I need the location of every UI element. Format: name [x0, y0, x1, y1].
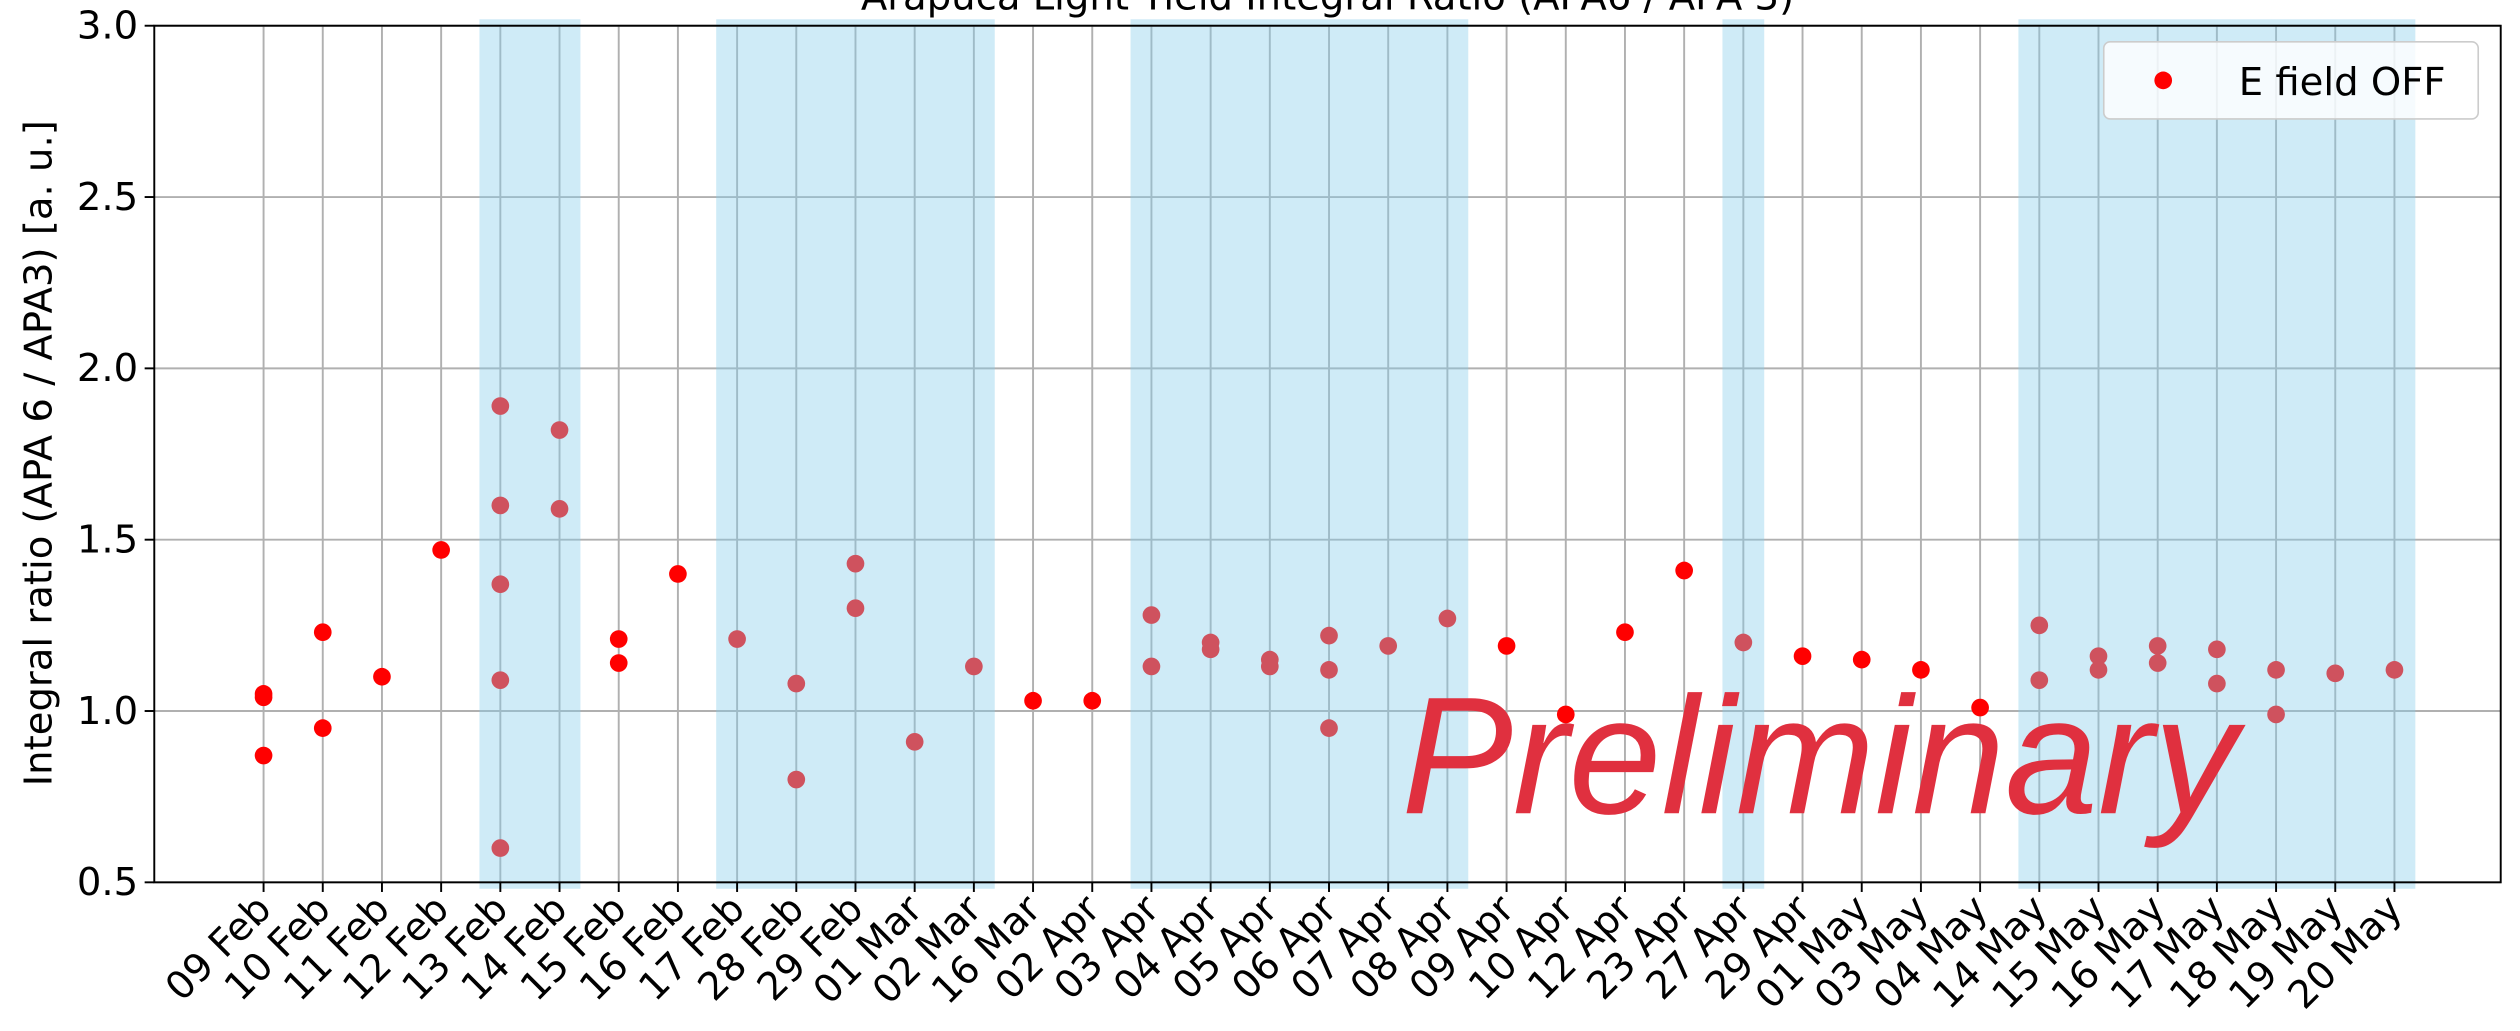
point: [1320, 719, 1338, 737]
point: [728, 630, 746, 648]
plot-frame: [153, 24, 2502, 884]
point: [1675, 561, 1693, 580]
point: [2148, 654, 2167, 672]
point: [2208, 674, 2226, 693]
spans: [479, 19, 2416, 889]
point: [2267, 705, 2285, 724]
point: [550, 500, 569, 518]
point: [1024, 691, 1042, 710]
point: [313, 623, 332, 642]
shaded-span: [716, 19, 995, 889]
point: [373, 667, 391, 686]
point: [609, 654, 628, 672]
point: [2089, 647, 2108, 666]
y-tick-label: 1.5: [77, 518, 138, 563]
point: [491, 397, 510, 415]
point: [491, 671, 510, 690]
point: [1142, 657, 1161, 676]
point: [1083, 691, 1102, 710]
point: [2030, 671, 2049, 690]
point: [1556, 705, 1575, 724]
y-tick-label: 3.0: [77, 4, 138, 49]
legend: E field OFF: [2102, 40, 2480, 120]
point: [550, 421, 569, 439]
legend-box: [2102, 40, 2480, 120]
point: [1793, 647, 1812, 666]
y-tick-label: 2.5: [77, 175, 138, 220]
chart-title: Arapuca Light Yield Integral Ratio (APA6…: [861, 0, 1794, 20]
point: [965, 657, 983, 676]
y-tick-label: 1.0: [77, 689, 138, 734]
point: [1616, 623, 1634, 642]
point: [2267, 661, 2285, 679]
point: [669, 565, 687, 583]
point: [254, 746, 273, 765]
point: [905, 733, 924, 751]
point: [609, 630, 628, 648]
point: [787, 770, 806, 789]
shaded-span: [479, 19, 581, 889]
point: [1852, 650, 1871, 669]
point: [1497, 637, 1516, 655]
point: [2385, 661, 2404, 679]
point: [491, 839, 510, 857]
point: [1260, 657, 1279, 676]
point: [846, 599, 865, 618]
point: [2030, 616, 2049, 635]
point: [2089, 661, 2108, 679]
point: [1379, 637, 1398, 655]
point: [254, 688, 273, 707]
point: [846, 554, 865, 573]
point: [1438, 609, 1457, 628]
annotation: Preliminary: [1401, 663, 2245, 849]
point: [1320, 626, 1338, 645]
point: [2148, 637, 2167, 655]
point: [1971, 698, 1989, 717]
point: [1734, 633, 1753, 652]
y-axis-label: Integral ratio (APA 6 / APA3) [a. u.]: [16, 120, 61, 786]
legend-marker: [2154, 71, 2173, 90]
point: [1912, 661, 1930, 679]
point: [313, 719, 332, 737]
point: [432, 541, 450, 559]
point: [1320, 661, 1338, 679]
point: [2208, 640, 2226, 659]
shaded-span: [1130, 19, 1469, 889]
y-tick-label: 0.5: [77, 860, 138, 905]
point: [491, 575, 510, 594]
point: [787, 674, 806, 693]
shaded-span: [2018, 19, 2416, 889]
point: [491, 496, 510, 515]
point: [1201, 640, 1220, 659]
legend-label: E field OFF: [2239, 60, 2446, 105]
shaded-span: [1722, 19, 1765, 889]
point: [2326, 664, 2345, 683]
y-tick-label: 2.0: [77, 346, 138, 391]
marks: [254, 397, 2404, 857]
point: [1142, 606, 1161, 624]
